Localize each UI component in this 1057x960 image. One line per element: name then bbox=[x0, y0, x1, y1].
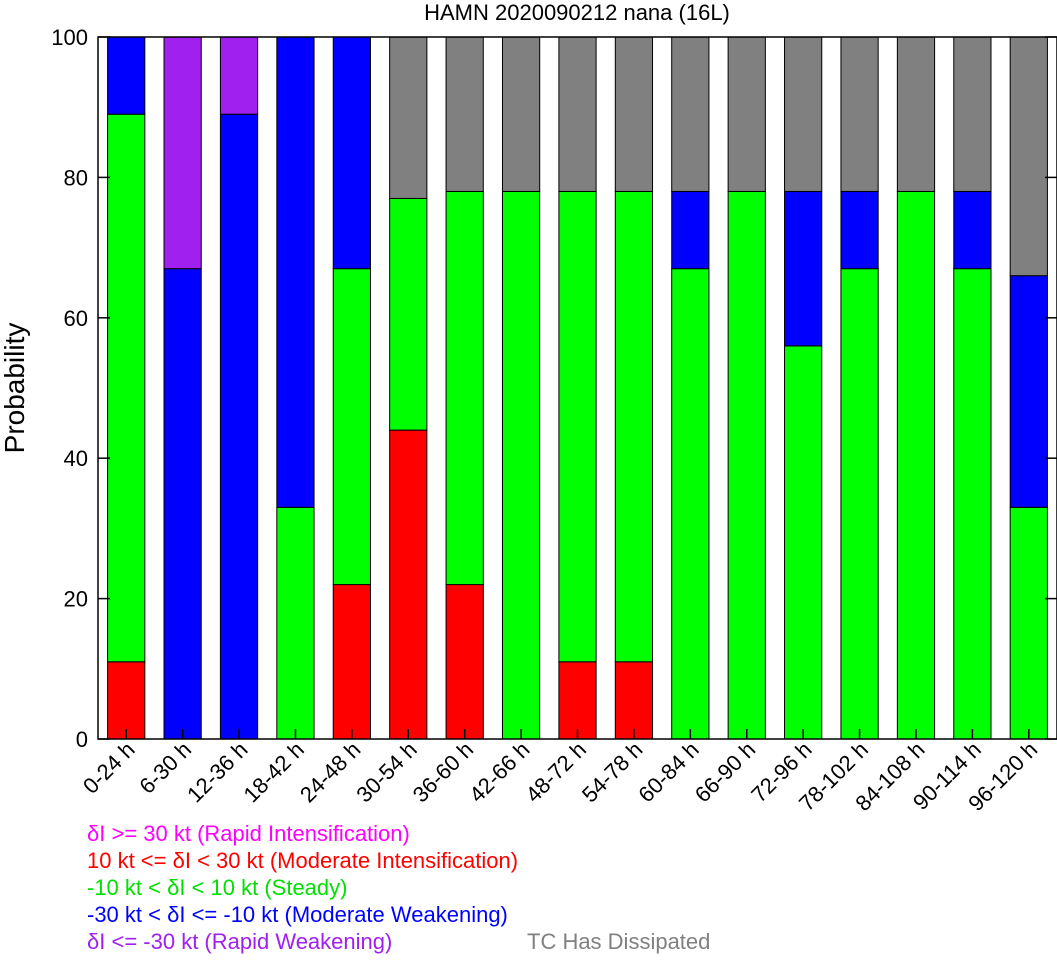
bar-segment-moderate_intensification bbox=[614, 661, 654, 740]
bar-segment-moderate_weakening bbox=[784, 190, 823, 347]
bar-segment-steady bbox=[953, 268, 992, 740]
bar-segment-moderate_weakening bbox=[671, 190, 710, 270]
x-tick-label: 24-48 h bbox=[295, 737, 365, 807]
legend-item-rapid-intensification: δI >= 30 kt (Rapid Intensification) bbox=[87, 821, 410, 846]
bar-segment-steady bbox=[558, 190, 597, 663]
bar-segment-steady bbox=[332, 268, 371, 586]
bars-group bbox=[107, 36, 1048, 740]
bar-segment-steady bbox=[840, 268, 879, 740]
legend: δI >= 30 kt (Rapid Intensification) 10 k… bbox=[87, 820, 710, 955]
bar-segment-dissipated bbox=[896, 36, 936, 192]
x-tick-label: 60-84 h bbox=[633, 737, 703, 807]
bar-segment-moderate_weakening bbox=[1009, 275, 1048, 508]
legend-item-dissipated: TC Has Dissipated bbox=[527, 929, 711, 954]
bar-segment-moderate_intensification bbox=[558, 661, 597, 740]
bar-segment-dissipated bbox=[558, 36, 597, 192]
bar-segment-dissipated bbox=[1009, 36, 1048, 277]
bar-segment-moderate_weakening bbox=[953, 190, 992, 270]
bar-segment-steady bbox=[671, 268, 710, 740]
bar-segment-steady bbox=[107, 113, 146, 663]
bar-segment-steady bbox=[784, 345, 823, 740]
bar-segment-moderate_weakening bbox=[276, 36, 315, 508]
bar-segment-moderate_intensification bbox=[332, 584, 371, 740]
x-tick-label: 42-66 h bbox=[464, 737, 534, 807]
x-tick-label: 12-36 h bbox=[182, 737, 252, 807]
y-tick-label: 100 bbox=[51, 25, 88, 50]
bar-segment-moderate_weakening bbox=[219, 113, 259, 740]
bar-segment-steady bbox=[896, 190, 936, 740]
bar-segment-rapid_weakening bbox=[219, 36, 259, 115]
bar-segment-moderate_weakening bbox=[332, 36, 371, 270]
bar-segment-steady bbox=[501, 190, 541, 740]
chart-title: HAMN 2020090212 nana (16L) bbox=[424, 0, 730, 25]
y-axis-label: Probability bbox=[0, 323, 30, 454]
x-tick-label: 54-78 h bbox=[577, 737, 647, 807]
bar-segment-steady bbox=[389, 197, 428, 431]
bar-segment-moderate_weakening bbox=[107, 36, 146, 115]
bar-segment-dissipated bbox=[389, 36, 428, 199]
bar-segment-dissipated bbox=[445, 36, 484, 192]
x-tick-label: 48-72 h bbox=[521, 737, 591, 807]
legend-item-rapid-weakening: δI <= -30 kt (Rapid Weakening) bbox=[87, 929, 393, 954]
bar-segment-moderate_intensification bbox=[107, 661, 146, 740]
legend-item-steady: -10 kt < δI < 10 kt (Steady) bbox=[87, 875, 348, 900]
bar-segment-rapid_weakening bbox=[163, 36, 202, 270]
bar-segment-steady bbox=[445, 190, 484, 586]
bar-segment-dissipated bbox=[840, 36, 879, 192]
bar-segment-steady bbox=[727, 190, 766, 740]
bar-segment-moderate_weakening bbox=[163, 268, 202, 740]
bar-segment-moderate_intensification bbox=[445, 584, 484, 740]
y-tick-label: 80 bbox=[64, 165, 88, 190]
probability-bar-chart: HAMN 2020090212 nana (16L) Probability 0… bbox=[0, 0, 1057, 816]
bar-segment-dissipated bbox=[671, 36, 710, 192]
bar-segment-dissipated bbox=[784, 36, 823, 192]
bar-segment-dissipated bbox=[953, 36, 992, 192]
y-tick-label: 60 bbox=[64, 306, 88, 331]
legend-item-moderate-intensification: 10 kt <= δI < 30 kt (Moderate Intensific… bbox=[87, 848, 519, 873]
y-tick-label: 0 bbox=[76, 727, 88, 752]
x-tick-label: 66-90 h bbox=[690, 737, 760, 807]
bar-segment-moderate_weakening bbox=[840, 190, 879, 270]
bar-segment-dissipated bbox=[727, 36, 766, 192]
x-tick-label: 36-60 h bbox=[408, 737, 478, 807]
bar-segment-moderate_intensification bbox=[389, 429, 428, 740]
bar-segment-dissipated bbox=[501, 36, 541, 192]
bar-segment-steady bbox=[1009, 506, 1048, 740]
x-tick-label: 30-54 h bbox=[351, 737, 421, 807]
y-tick-label: 20 bbox=[64, 587, 88, 612]
bar-segment-steady bbox=[276, 506, 315, 740]
bar-segment-dissipated bbox=[614, 36, 654, 192]
y-tick-label: 40 bbox=[64, 446, 88, 471]
legend-item-moderate-weakening: -30 kt < δI <= -10 kt (Moderate Weakenin… bbox=[87, 902, 508, 927]
x-tick-label: 18-42 h bbox=[239, 737, 309, 807]
bar-segment-steady bbox=[614, 190, 654, 663]
